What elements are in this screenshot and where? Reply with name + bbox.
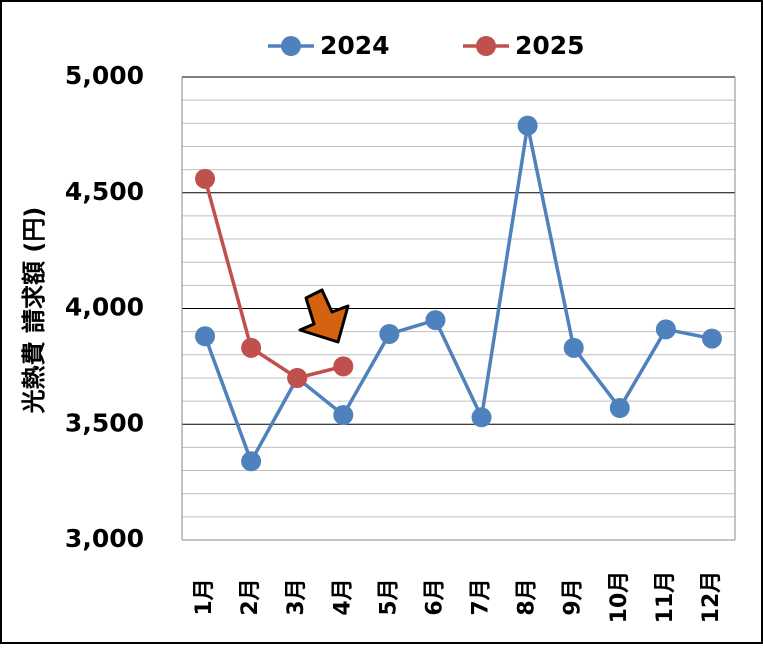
legend-marker xyxy=(476,36,496,56)
arrow-annotation xyxy=(298,288,350,344)
x-tick-label: 4月 xyxy=(330,578,355,615)
data-point xyxy=(701,328,722,349)
data-point xyxy=(379,323,400,344)
data-point xyxy=(563,337,584,358)
data-point xyxy=(241,337,262,358)
x-tick-label: 9月 xyxy=(561,578,586,615)
y-tick-label: 5,000 xyxy=(65,61,144,90)
x-tick-label: 8月 xyxy=(515,578,540,615)
legend-label: 2025 xyxy=(515,31,585,60)
x-tick-label: 10月 xyxy=(607,571,632,624)
y-axis-label: 光熱費 請求額 (円) xyxy=(20,207,48,415)
data-point xyxy=(609,398,630,419)
series-line xyxy=(203,125,713,466)
data-point xyxy=(241,451,262,472)
data-point xyxy=(333,356,354,377)
data-point xyxy=(195,326,216,347)
legend-label: 2024 xyxy=(320,31,390,60)
y-tick-label: 4,000 xyxy=(65,293,144,322)
series-line xyxy=(203,178,344,380)
x-tick-label: 12月 xyxy=(699,571,724,624)
x-tick-label: 7月 xyxy=(469,578,494,615)
x-tick-label: 2月 xyxy=(238,578,263,615)
y-tick-label: 3,500 xyxy=(65,408,144,437)
data-point xyxy=(517,115,538,136)
x-tick-label: 11月 xyxy=(653,571,678,624)
data-point xyxy=(195,168,216,189)
x-tick-label: 1月 xyxy=(192,578,217,615)
data-point xyxy=(287,367,308,388)
data-point xyxy=(471,407,492,428)
data-point xyxy=(425,310,446,331)
x-tick-label: 6月 xyxy=(422,578,447,615)
x-tick-label: 5月 xyxy=(376,578,401,615)
x-tick-label: 3月 xyxy=(284,578,309,615)
y-tick-label: 3,000 xyxy=(65,524,144,553)
y-tick-label: 4,500 xyxy=(65,177,144,206)
legend-marker xyxy=(281,36,301,56)
data-point xyxy=(655,319,676,340)
data-point xyxy=(333,404,354,425)
